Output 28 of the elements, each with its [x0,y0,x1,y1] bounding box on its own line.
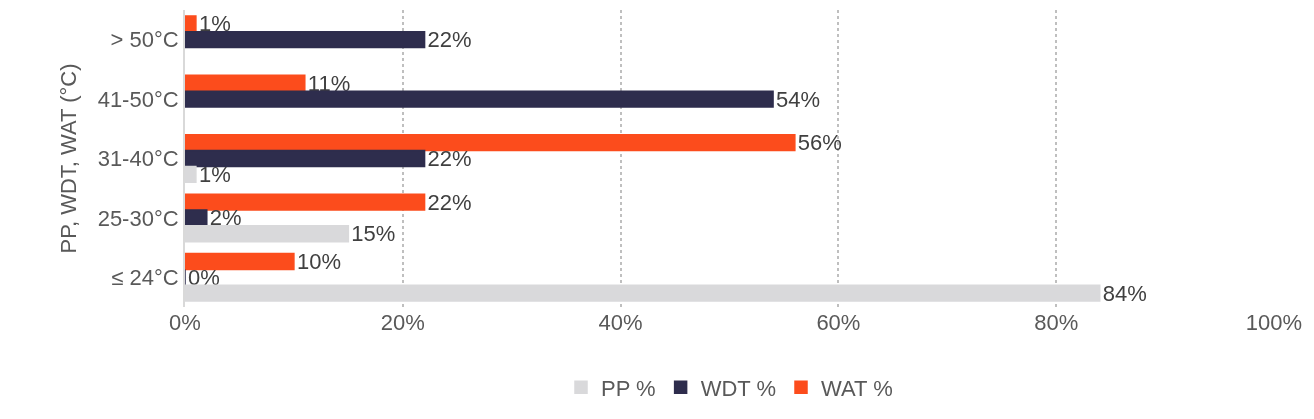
legend-label: PP % [601,375,656,401]
x-tick-label: 0% [169,310,201,335]
data-label: 1% [198,11,231,37]
y-axis-title: PP, WDT, WAT (°C) [55,63,81,254]
x-tick-label: 20% [380,310,425,335]
y-tick-label: ≤ 24°C [111,265,179,290]
legend-label: WAT % [821,375,893,401]
legend-label: WDT % [700,375,776,401]
data-label: 10% [296,248,341,274]
data-label: 1% [198,161,231,187]
y-tick-label: 41-50°C [97,86,179,112]
y-tick-label: 25-30°C [97,205,179,231]
data-label: 22% [427,189,472,215]
x-tick-label: 40% [598,310,643,335]
data-label: 22% [427,146,472,171]
data-label: 84% [1102,280,1147,306]
y-tick-label: 31-40°C [97,146,179,172]
y-tick-label: > 50°C [110,27,179,53]
data-label: 11% [307,70,351,96]
x-tick-label: 100% [1245,310,1303,335]
x-tick-label: 80% [1034,310,1079,335]
data-label: 22% [427,27,472,53]
x-tick-label: 60% [816,310,861,335]
data-label: 15% [351,221,396,247]
data-label: 56% [797,130,842,156]
data-label: 54% [776,86,821,112]
data-label: 0% [188,264,220,290]
data-label: 2% [209,205,242,231]
